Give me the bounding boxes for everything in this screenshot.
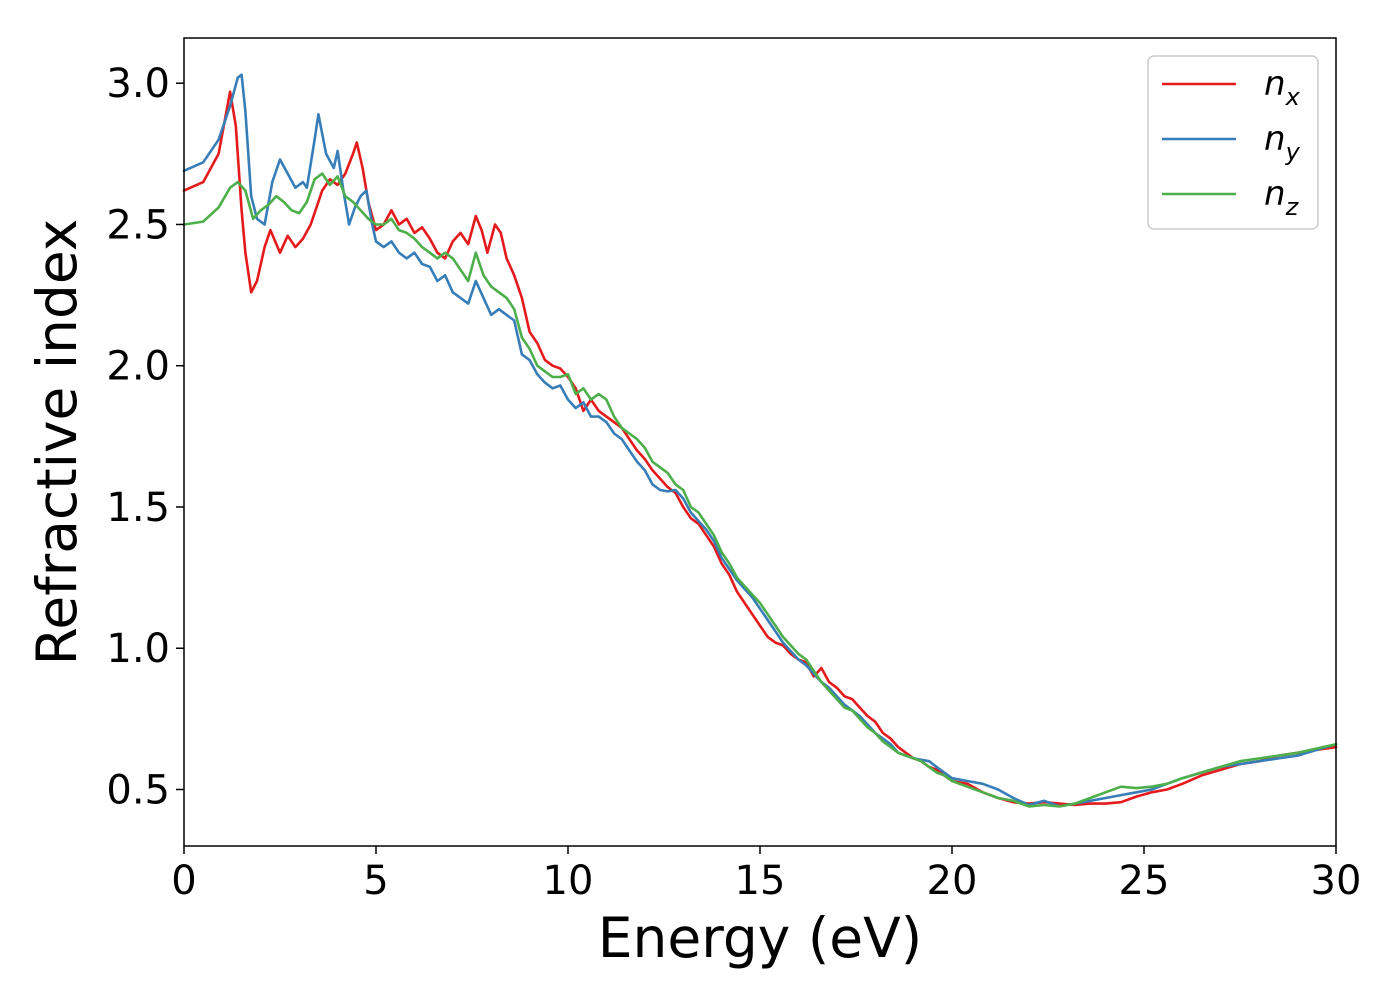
series-line-n-y [182,73,1338,808]
y-axis-ticks: 0.5 1.0 1.5 2.0 2.5 3.0 [106,61,184,813]
y-tick-label: 2.0 [106,344,170,390]
legend-label-n-y: ny [1264,119,1301,166]
x-axis-label: Energy (eV) [598,906,922,970]
legend: nx ny nz [1147,55,1319,230]
legend-items: nx ny nz [1162,64,1301,221]
legend-label-n-x: nx [1264,64,1301,111]
y-tick-label: 1.0 [106,626,170,672]
series-line-n-z [182,172,1338,808]
y-tick-label: 3.0 [106,61,170,107]
x-tick-label: 0 [171,858,196,904]
y-tick-label: 2.5 [106,202,170,248]
x-tick-label: 15 [735,858,786,904]
x-tick-label: 30 [1311,858,1362,904]
x-tick-label: 25 [1119,858,1170,904]
y-axis-label: Refractive index [25,219,89,666]
x-tick-label: 10 [543,858,594,904]
plot-series-group [182,73,1338,808]
legend-label-n-z: nz [1264,174,1300,221]
x-tick-label: 5 [363,858,388,904]
y-tick-label: 0.5 [106,767,170,813]
y-tick-label: 1.5 [106,485,170,531]
x-tick-label: 20 [927,858,978,904]
legend-box [1147,55,1319,230]
x-axis-ticks: 0 5 10 15 20 25 30 [171,846,1361,904]
